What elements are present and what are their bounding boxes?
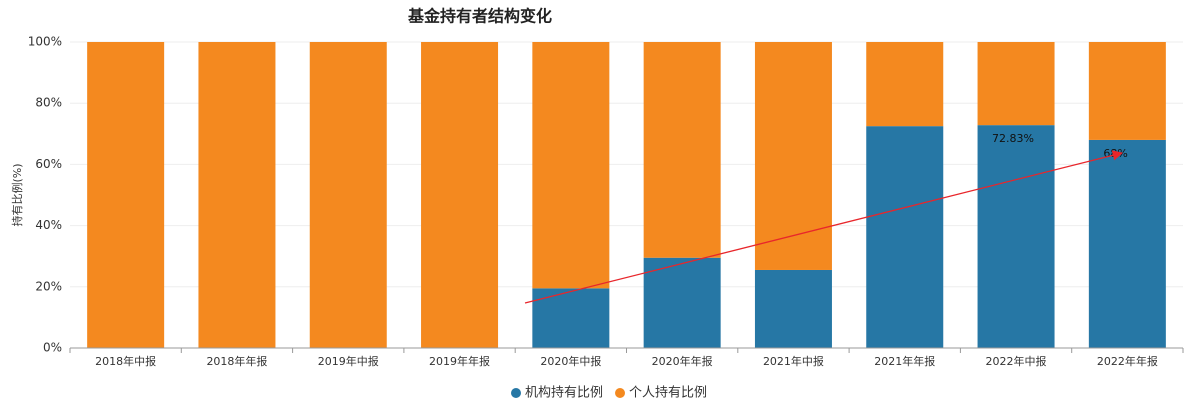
bar-segment — [309, 42, 387, 348]
x-tick-label: 2022年中报 — [986, 354, 1047, 368]
x-tick-label: 2020年中报 — [540, 354, 601, 368]
y-tick-label: 80% — [35, 96, 62, 110]
bar-segment — [532, 288, 610, 348]
bar-segment — [754, 42, 832, 270]
bar-segment — [643, 42, 721, 258]
bar-segment — [198, 42, 276, 348]
chart-title: 基金持有者结构变化 — [407, 7, 552, 26]
x-tick-label: 2021年中报 — [763, 354, 824, 368]
x-tick-label: 2019年中报 — [318, 354, 379, 368]
legend-label: 个人持有比例 — [629, 386, 707, 401]
x-tick-label: 2018年中报 — [95, 354, 156, 368]
data-label: 72.83% — [992, 132, 1034, 145]
bar-segment — [1088, 139, 1166, 348]
bar-segment — [87, 42, 165, 348]
data-label: 68% — [1103, 147, 1127, 160]
legend: 机构持有比例 个人持有比例 — [511, 386, 707, 401]
x-tick-label: 2020年年报 — [652, 354, 713, 368]
bar-segment — [532, 42, 610, 289]
y-tick-label: 20% — [35, 279, 62, 293]
y-axis-label: 持有比例(%) — [10, 163, 24, 226]
y-tick-label: 40% — [35, 218, 62, 232]
y-tick-label: 60% — [35, 157, 62, 171]
x-tick-label: 2022年年报 — [1097, 354, 1158, 368]
x-tick-label: 2021年年报 — [874, 354, 935, 368]
bar-segment — [977, 42, 1055, 126]
bar-segment — [1088, 42, 1166, 140]
y-tick-label: 0% — [43, 341, 62, 355]
x-tick-label: 2019年年报 — [429, 354, 490, 368]
legend-marker — [615, 388, 626, 398]
x-tick-label: 2018年年报 — [206, 354, 267, 368]
bar-segment — [977, 125, 1055, 348]
bar-segment — [643, 257, 721, 348]
legend-marker — [511, 388, 521, 398]
y-tick-label: 100% — [28, 35, 62, 49]
trend-arrow — [524, 150, 1124, 304]
legend-label: 机构持有比例 — [525, 386, 603, 401]
bar-segment — [421, 42, 499, 348]
bar-segment — [866, 126, 944, 349]
bar-segment — [866, 42, 944, 127]
plot: 0% 20% 40% 60% 80% 100% 2018年中报 2018年年报 2019年中报 2… — [28, 35, 1184, 368]
bar-segment — [754, 269, 832, 348]
